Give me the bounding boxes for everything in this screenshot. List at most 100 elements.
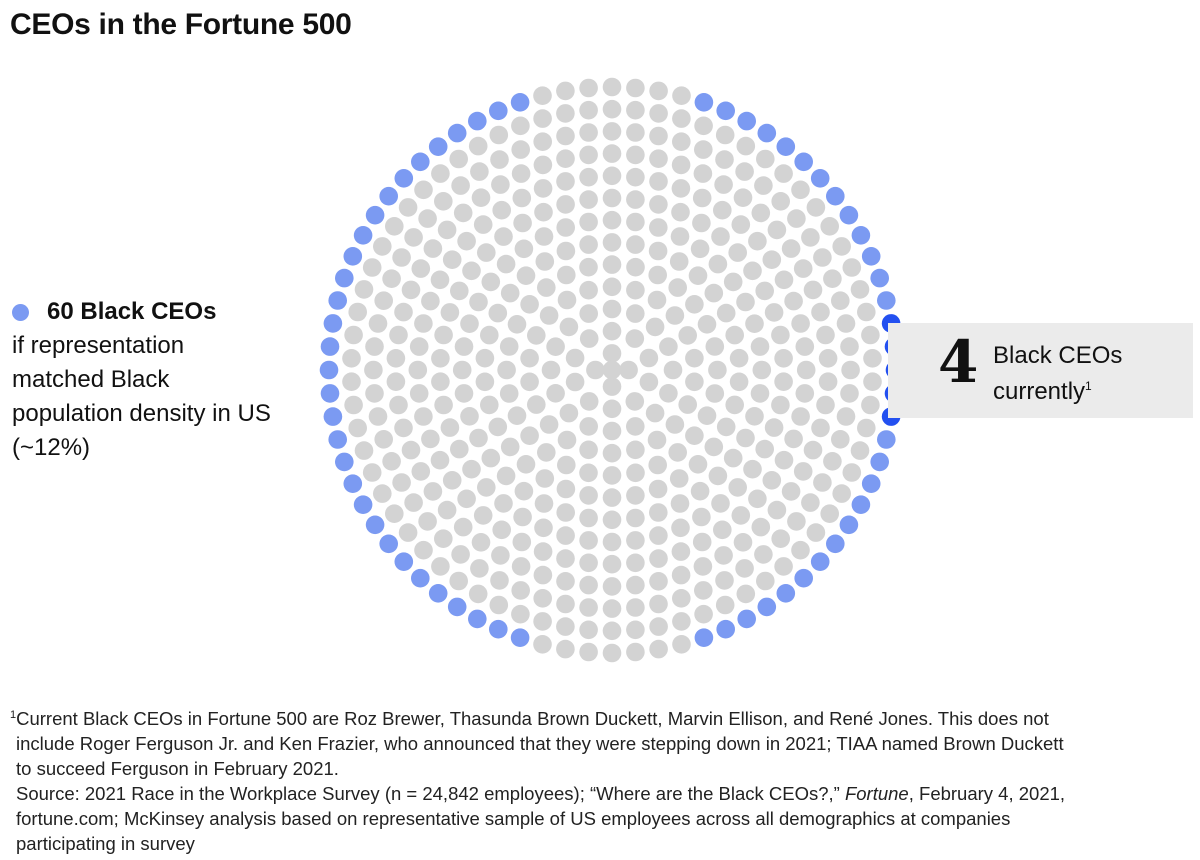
ceo-dot — [743, 459, 762, 479]
ceo-dot — [728, 478, 747, 497]
ceo-dot — [750, 337, 770, 356]
ceo-dot — [449, 571, 469, 591]
ceo-dot — [806, 523, 826, 542]
ceo-dot — [556, 104, 575, 123]
ceo-dot — [750, 384, 770, 403]
hypothetical-black-ceo-dot — [353, 226, 373, 245]
ceo-dot — [671, 155, 691, 175]
ceo-dot — [715, 595, 735, 615]
ceo-dot — [678, 395, 697, 414]
hypothetical-black-ceo-dot — [861, 474, 881, 494]
ceo-dot — [649, 172, 668, 191]
ceo-dot — [787, 512, 806, 531]
legend-dot-icon — [12, 303, 29, 321]
ceo-dot — [457, 489, 476, 509]
ceo-dot — [533, 86, 552, 105]
ceo-dot — [801, 493, 820, 512]
ceo-dot — [713, 520, 732, 540]
ceo-dot — [374, 291, 394, 311]
ceo-dot — [556, 479, 576, 499]
ceo-dot — [533, 589, 552, 608]
ceo-dot — [442, 250, 462, 269]
ceo-dot — [565, 372, 585, 392]
ceo-dot — [690, 481, 710, 501]
ceo-dot — [473, 215, 493, 234]
hypothetical-black-ceo-dot — [794, 152, 813, 172]
ceo-dot — [665, 415, 685, 434]
ceo-dot — [421, 291, 440, 311]
ceo-dot — [546, 337, 565, 357]
ceo-dot — [842, 258, 862, 277]
ceo-dot — [774, 450, 794, 470]
ceo-dot — [663, 360, 683, 380]
ceo-dot — [649, 594, 668, 614]
ceo-dot — [672, 635, 691, 654]
ceo-dot — [527, 395, 546, 414]
ceo-dot — [729, 348, 749, 368]
ceo-dot — [672, 86, 691, 105]
hypothetical-black-ceo-dot — [737, 111, 756, 131]
ceo-dot — [579, 508, 598, 528]
ceo-dot — [823, 452, 842, 471]
ceo-dot — [556, 503, 575, 522]
ceo-dot — [649, 549, 668, 568]
ceo-dot — [516, 455, 536, 474]
ceo-dot — [690, 239, 710, 259]
ceo-dot — [520, 348, 539, 368]
ceo-dot — [713, 200, 732, 220]
ceo-dot — [729, 372, 749, 392]
ceo-dot — [492, 520, 512, 540]
ceo-dot — [473, 506, 493, 525]
ceo-dot — [602, 321, 622, 341]
ceo-dot — [716, 303, 736, 323]
hypothetical-black-ceo-dot — [323, 314, 343, 333]
ceo-dot — [602, 233, 622, 252]
ceo-dot — [649, 503, 668, 522]
hypothetical-black-ceo-dot — [510, 93, 530, 112]
ceo-dot — [648, 265, 667, 285]
ceo-dot — [468, 584, 488, 604]
ceo-dot — [857, 302, 876, 322]
hypothetical-black-ceo-dots — [319, 93, 896, 647]
ceo-dot — [533, 179, 553, 198]
hypothetical-black-ceo-dot — [826, 534, 845, 554]
ceo-dot — [671, 518, 690, 538]
hypothetical-black-ceo-dot — [851, 226, 871, 245]
ceo-dot — [791, 407, 810, 426]
hypothetical-black-ceo-dot — [489, 101, 508, 121]
hypothetical-black-ceo-dot — [716, 619, 735, 639]
hypothetical-black-ceo-dot — [379, 534, 399, 554]
ceo-dot — [659, 384, 678, 403]
ceo-dot — [708, 254, 728, 274]
ceo-dot — [850, 280, 870, 299]
ceo-dot — [857, 418, 876, 438]
ceo-dot — [500, 283, 520, 303]
hypothetical-black-ceo-dot — [489, 619, 508, 639]
other-ceo-dots — [342, 77, 882, 663]
ceo-dot — [389, 325, 408, 345]
ceo-dot — [736, 136, 756, 156]
ceo-dot — [507, 406, 527, 426]
ceo-dot — [434, 325, 453, 345]
hypothetical-black-ceo-dot — [320, 384, 340, 403]
hypothetical-black-ceo-dot — [510, 628, 530, 647]
ceo-dot — [430, 450, 450, 470]
ceo-dot — [625, 329, 645, 348]
ceo-dot — [602, 166, 622, 186]
ceo-dot — [488, 417, 508, 437]
ceo-dot — [692, 532, 712, 552]
ceo-dot — [649, 126, 668, 146]
ceo-dot — [374, 430, 394, 449]
footnote-line-2: include Roger Ferguson Jr. and Ken Frazi… — [16, 733, 1064, 755]
hypothetical-black-ceo-dot — [335, 452, 354, 472]
ceo-dot — [602, 277, 622, 297]
ceo-dot — [579, 642, 598, 662]
ceo-dot — [692, 507, 711, 527]
ceo-dot — [385, 217, 404, 236]
ceo-dot — [803, 440, 823, 460]
ceo-dot — [579, 553, 598, 573]
ceo-dot — [556, 572, 575, 591]
ceo-dot — [418, 512, 437, 531]
hypothetical-black-ceo-dot — [716, 101, 735, 121]
ceo-dot — [626, 167, 645, 187]
